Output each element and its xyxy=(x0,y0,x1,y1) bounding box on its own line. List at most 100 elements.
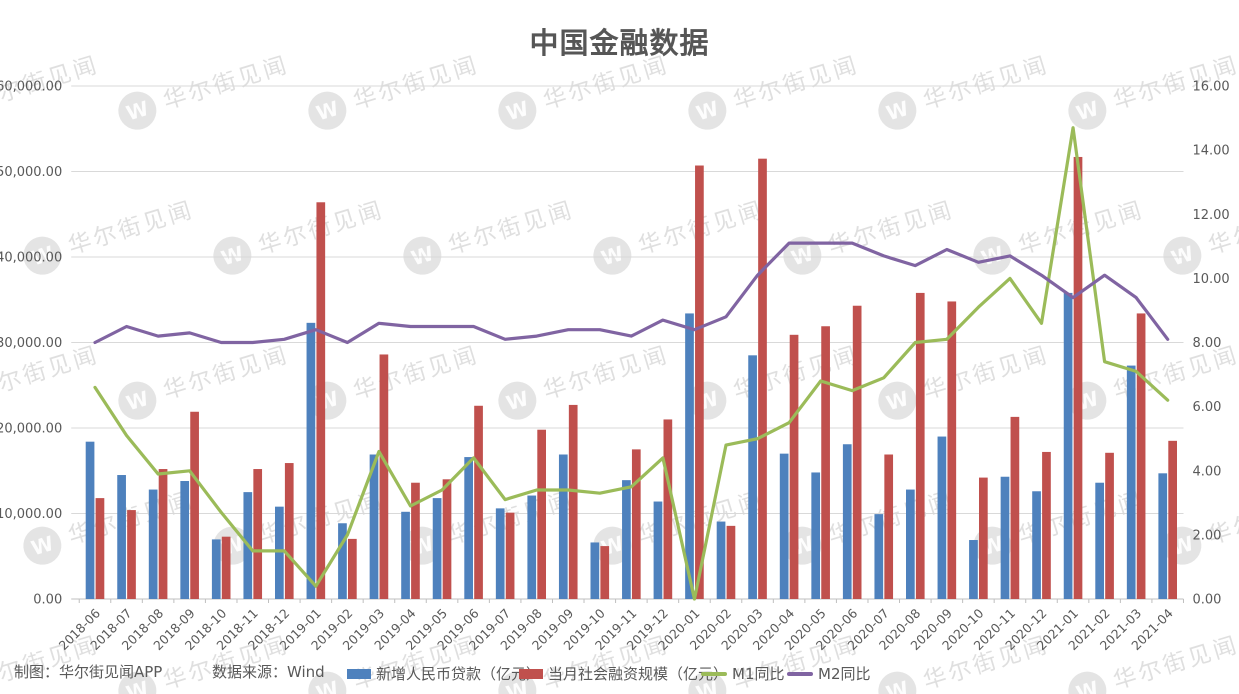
bar-loans xyxy=(1158,473,1168,599)
bar-loans xyxy=(338,523,347,599)
bar-social-financing xyxy=(316,202,326,599)
watermark-logo-icon xyxy=(973,236,1012,275)
bar-loans xyxy=(1000,476,1010,599)
bar-social-financing xyxy=(884,454,894,599)
bar-loans xyxy=(369,454,379,599)
watermark-logo-letter: W xyxy=(883,676,911,694)
watermark-logo-letter: W xyxy=(503,676,531,694)
bar-social-financing xyxy=(1042,451,1051,599)
watermark-logo-icon xyxy=(878,91,917,130)
right-axis-tick-label: 8.00 xyxy=(1192,336,1221,351)
bar-loans xyxy=(495,508,505,599)
right-axis-tick-label: 12.00 xyxy=(1192,208,1229,223)
credit-text: 制图：华尔街见闻APP xyxy=(14,663,163,681)
chart-title: 中国金融数据 xyxy=(529,26,710,60)
bar-social-financing xyxy=(852,305,862,599)
left-axis-tick-label: 10,000.00 xyxy=(0,507,62,522)
bar-loans xyxy=(1032,491,1041,599)
watermark-logo-letter: W xyxy=(693,676,721,694)
right-axis-tick-label: 0.00 xyxy=(1192,593,1221,608)
data-source-text: 数据来源：Wind xyxy=(212,663,325,681)
bar-social-financing xyxy=(379,354,389,599)
legend-item-social-financing: 当月社会融资规模（亿元） xyxy=(519,663,728,684)
bar-loans xyxy=(180,481,190,599)
bar-loans xyxy=(906,489,915,599)
bar-social-financing xyxy=(190,411,199,599)
legend-label-m2: M2同比 xyxy=(818,665,871,683)
legend-item-m2: M2同比 xyxy=(787,663,871,684)
bar-social-financing xyxy=(253,469,263,599)
bar-loans xyxy=(874,514,884,599)
bar-loans xyxy=(716,521,726,599)
watermark-logo-icon xyxy=(23,526,62,565)
bar-social-financing xyxy=(789,334,799,599)
watermark-logo-icon xyxy=(403,236,442,275)
bar-social-financing xyxy=(947,301,957,599)
bar-social-financing xyxy=(537,429,546,599)
watermark-logo-icon xyxy=(593,236,632,275)
bar-loans xyxy=(558,454,568,599)
watermark-text: 华尔街见闻 xyxy=(445,197,577,260)
bar-social-financing xyxy=(1168,440,1177,599)
watermark-text: 华尔街见闻 xyxy=(540,342,672,405)
legend-item-m1: M1同比 xyxy=(701,663,785,684)
m1-line-swatch-icon xyxy=(701,671,727,676)
right-axis-tick-label: 16.00 xyxy=(1192,80,1229,95)
watermark-text: 华尔街见闻 xyxy=(350,342,482,405)
bar-loans xyxy=(811,472,821,599)
bar-social-financing xyxy=(821,326,830,599)
legend-item-loans: 新增人民币贷款（亿元） xyxy=(347,663,541,684)
bar-loans xyxy=(117,475,126,599)
right-axis-tick-label: 14.00 xyxy=(1192,144,1229,159)
bar-loans xyxy=(685,313,694,599)
bar-loans xyxy=(779,453,789,599)
bar-social-financing xyxy=(348,538,357,599)
left-axis-tick-label: 40,000.00 xyxy=(0,251,62,266)
bar-loans xyxy=(275,506,284,599)
bars-loans-series xyxy=(85,292,1168,599)
m2-line xyxy=(93,241,1170,345)
right-axis-tick-label: 6.00 xyxy=(1192,400,1221,415)
left-axis-tick-label: 0.00 xyxy=(33,593,62,608)
bar-social-financing xyxy=(411,482,420,599)
bar-social-financing xyxy=(915,292,925,599)
bar-social-financing xyxy=(695,165,704,599)
watermark-logo-icon xyxy=(118,91,157,130)
right-axis-tick-label: 4.00 xyxy=(1192,464,1221,479)
legend-label-m1: M1同比 xyxy=(732,665,785,683)
bar-social-financing xyxy=(568,404,578,599)
bar-loans xyxy=(748,355,757,599)
bar-social-financing xyxy=(1010,416,1020,599)
bar-social-financing xyxy=(284,463,294,599)
watermark-logo-icon xyxy=(1068,671,1107,694)
bar-social-financing xyxy=(1073,156,1083,599)
bar-loans xyxy=(1095,482,1104,599)
social-financing-swatch-icon xyxy=(519,668,543,679)
bar-loans xyxy=(1126,365,1136,599)
bar-social-financing xyxy=(979,477,988,599)
bar-loans xyxy=(211,539,221,599)
bar-loans xyxy=(842,444,852,599)
bar-loans xyxy=(937,436,947,599)
watermark-text: 华尔街见闻 xyxy=(920,342,1052,405)
watermark-text: 华尔街见闻 xyxy=(160,342,292,405)
left-axis-tick-label: 50,000.00 xyxy=(0,165,62,180)
right-axis-tick-label: 10.00 xyxy=(1192,272,1229,287)
bar-loans xyxy=(969,540,978,599)
watermark-logo-letter: W xyxy=(123,676,151,694)
watermark-logo-icon xyxy=(878,381,917,420)
bar-social-financing xyxy=(758,158,767,600)
bar-social-financing xyxy=(631,449,641,599)
left-axis-tick-label: 60,000.00 xyxy=(0,80,62,95)
